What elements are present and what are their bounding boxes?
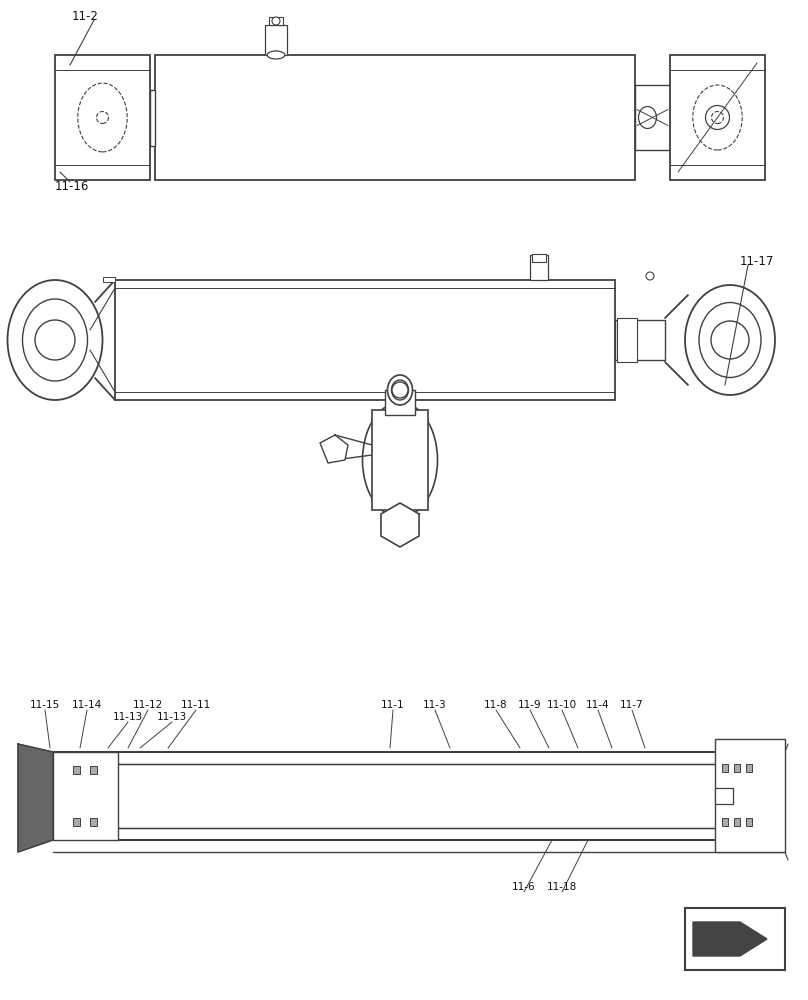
Text: 11-11: 11-11 xyxy=(181,700,211,710)
Text: 11-6: 11-6 xyxy=(512,882,536,892)
Text: 11-13: 11-13 xyxy=(157,712,187,722)
Polygon shape xyxy=(693,922,767,956)
Text: 11-4: 11-4 xyxy=(586,700,610,710)
Ellipse shape xyxy=(272,17,280,25)
Text: 11-10: 11-10 xyxy=(547,700,577,710)
Bar xyxy=(90,766,97,774)
Text: 11-17: 11-17 xyxy=(740,255,774,268)
Bar xyxy=(685,908,785,970)
Text: 11-15: 11-15 xyxy=(30,700,60,710)
Ellipse shape xyxy=(7,280,103,400)
Bar xyxy=(722,818,728,826)
Bar xyxy=(90,818,97,826)
Bar xyxy=(715,788,733,804)
Bar xyxy=(715,739,785,852)
Bar xyxy=(103,277,115,282)
Bar xyxy=(617,318,637,362)
Circle shape xyxy=(392,382,408,398)
Ellipse shape xyxy=(685,285,775,395)
Polygon shape xyxy=(381,503,419,547)
Circle shape xyxy=(646,272,654,280)
Ellipse shape xyxy=(267,51,284,59)
Bar xyxy=(385,390,415,415)
Text: 11-9: 11-9 xyxy=(518,700,542,710)
Text: 11-18: 11-18 xyxy=(547,882,577,892)
Bar xyxy=(734,818,740,826)
Ellipse shape xyxy=(699,302,761,377)
Bar xyxy=(53,752,118,840)
Text: 11-8: 11-8 xyxy=(484,700,507,710)
Circle shape xyxy=(96,111,108,123)
Text: 11-13: 11-13 xyxy=(113,712,143,722)
Ellipse shape xyxy=(638,106,656,128)
Circle shape xyxy=(705,105,730,129)
Bar xyxy=(150,90,155,145)
Text: 11-14: 11-14 xyxy=(72,700,102,710)
Bar xyxy=(269,17,283,25)
Ellipse shape xyxy=(392,380,409,400)
Ellipse shape xyxy=(363,402,437,518)
Text: 11-16: 11-16 xyxy=(55,180,90,193)
Bar xyxy=(372,410,428,510)
Bar xyxy=(746,764,752,772)
Text: 11-12: 11-12 xyxy=(133,700,163,710)
Polygon shape xyxy=(18,744,53,852)
Bar xyxy=(73,818,80,826)
Bar xyxy=(734,764,740,772)
Circle shape xyxy=(711,321,749,359)
Bar xyxy=(73,766,80,774)
Bar xyxy=(115,280,615,400)
Bar xyxy=(615,320,665,360)
Bar xyxy=(265,25,287,55)
Circle shape xyxy=(712,111,723,123)
Text: 11-1: 11-1 xyxy=(381,700,405,710)
Ellipse shape xyxy=(23,299,87,381)
Bar xyxy=(55,55,150,180)
Bar xyxy=(635,85,670,150)
Ellipse shape xyxy=(388,375,413,405)
Text: 11-2: 11-2 xyxy=(72,10,99,23)
Text: 11-3: 11-3 xyxy=(423,700,447,710)
Text: 11-7: 11-7 xyxy=(621,700,644,710)
Bar xyxy=(722,764,728,772)
Bar xyxy=(746,818,752,826)
Bar xyxy=(155,55,635,180)
Ellipse shape xyxy=(692,85,743,150)
Circle shape xyxy=(35,320,75,360)
Polygon shape xyxy=(320,435,348,463)
Bar xyxy=(532,254,546,262)
Bar xyxy=(530,255,548,280)
Ellipse shape xyxy=(78,83,127,152)
Bar xyxy=(670,55,765,180)
